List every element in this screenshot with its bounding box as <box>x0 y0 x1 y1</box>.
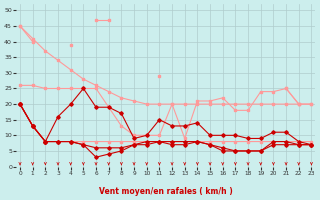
X-axis label: Vent moyen/en rafales ( km/h ): Vent moyen/en rafales ( km/h ) <box>99 187 233 196</box>
